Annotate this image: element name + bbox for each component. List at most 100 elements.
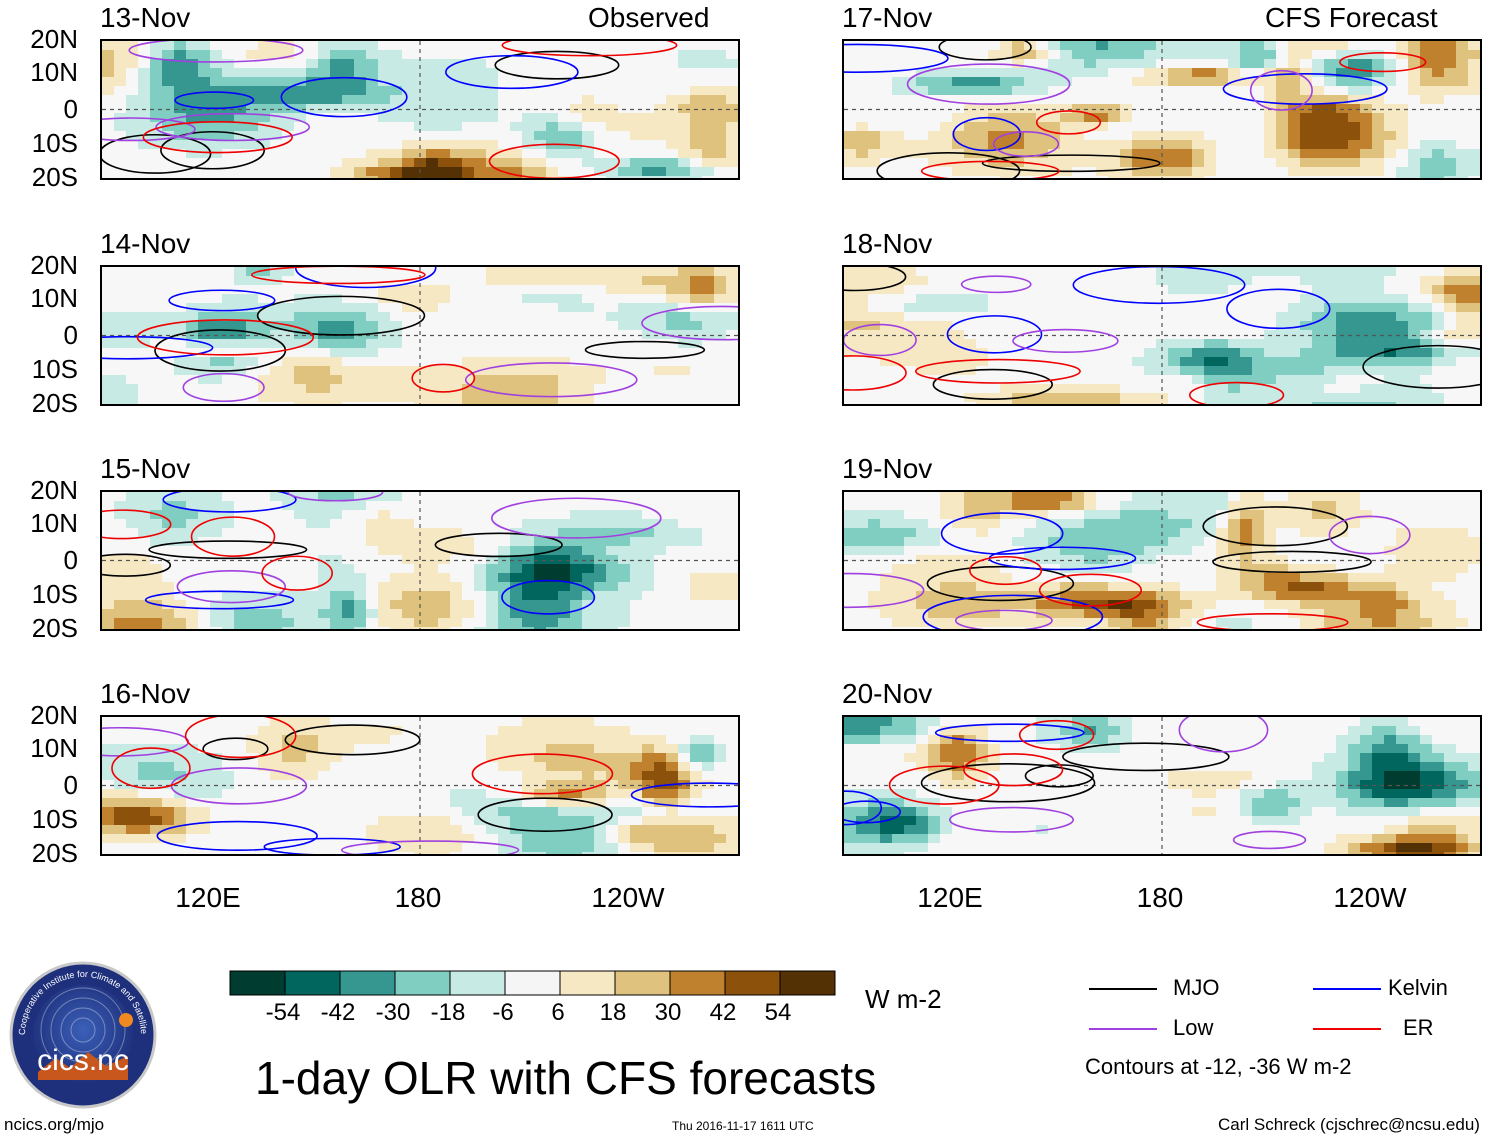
lat-tick-label: 10S <box>31 804 78 834</box>
olr-cell <box>1132 393 1144 402</box>
olr-cell <box>868 816 880 825</box>
olr-cell <box>450 384 462 393</box>
olr-cell <box>582 393 594 402</box>
olr-cell <box>594 375 606 384</box>
olr-cell <box>1444 789 1456 798</box>
olr-cell <box>1144 176 1156 178</box>
olr-cell <box>904 86 916 95</box>
colorbar-swatch <box>559 970 616 996</box>
olr-cell <box>162 68 174 77</box>
olr-cell <box>450 140 462 149</box>
olr-cell <box>666 825 678 834</box>
olr-cell <box>1180 167 1192 176</box>
olr-cell <box>690 321 702 330</box>
olr-cell <box>594 618 606 627</box>
olr-cell <box>940 131 952 140</box>
olr-cell <box>294 591 306 600</box>
olr-cell <box>1036 122 1048 131</box>
olr-cell <box>258 86 270 95</box>
olr-cell <box>1360 366 1372 375</box>
olr-cell <box>1432 149 1444 158</box>
olr-cell <box>1156 492 1168 501</box>
olr-cell <box>1384 780 1396 789</box>
olr-cell <box>582 555 594 564</box>
olr-cell <box>1216 393 1228 402</box>
olr-cell <box>928 339 940 348</box>
colorbar-swatch <box>724 970 781 996</box>
olr-cell <box>1300 510 1312 519</box>
olr-cell <box>426 528 438 537</box>
olr-cell <box>1312 140 1324 149</box>
olr-cell <box>868 528 880 537</box>
olr-cell <box>726 158 738 167</box>
olr-cell <box>594 519 606 528</box>
olr-cell <box>138 77 150 86</box>
olr-cell <box>1096 735 1108 744</box>
olr-cell <box>976 68 988 77</box>
olr-cell <box>534 176 546 178</box>
olr-cell <box>558 357 570 366</box>
olr-cell <box>690 95 702 104</box>
olr-cell <box>892 276 904 285</box>
olr-cell <box>630 546 642 555</box>
olr-cell <box>1312 501 1324 510</box>
olr-cell <box>904 798 916 807</box>
lon-tick-label: 120E <box>175 882 241 913</box>
olr-cell <box>1192 348 1204 357</box>
olr-cell <box>916 753 928 762</box>
olr-cell <box>1036 735 1048 744</box>
olr-cell <box>1372 357 1384 366</box>
olr-cell <box>1060 591 1072 600</box>
olr-cell <box>1180 41 1192 50</box>
olr-cell <box>342 339 354 348</box>
olr-cell <box>138 510 150 519</box>
olr-cell <box>1360 348 1372 357</box>
olr-cell <box>1264 86 1276 95</box>
olr-cell <box>1396 312 1408 321</box>
olr-cell <box>1108 384 1120 393</box>
footer-site-link[interactable]: ncics.org/mjo <box>4 1115 105 1134</box>
olr-cell <box>522 276 534 285</box>
olr-cell <box>354 492 366 501</box>
olr-cell <box>486 375 498 384</box>
panel-date-label: 14-Nov <box>100 228 191 259</box>
olr-cell <box>522 357 534 366</box>
olr-cell <box>1408 798 1420 807</box>
olr-cell <box>606 852 618 854</box>
olr-cell <box>174 627 186 629</box>
olr-cell <box>1192 50 1204 59</box>
olr-cell <box>940 582 952 591</box>
olr-cell <box>1024 555 1036 564</box>
olr-cell <box>210 312 222 321</box>
olr-cell <box>916 348 928 357</box>
olr-cell <box>438 816 450 825</box>
olr-cell <box>702 582 714 591</box>
olr-cell <box>642 113 654 122</box>
olr-cell <box>378 50 390 59</box>
olr-cell <box>1372 618 1384 627</box>
olr-cell <box>318 95 330 104</box>
olr-cell <box>366 384 378 393</box>
wave-contour <box>1178 717 1269 753</box>
olr-cell <box>558 618 570 627</box>
olr-cell <box>1300 104 1312 113</box>
olr-cell <box>342 618 354 627</box>
olr-cell <box>150 834 162 843</box>
olr-cell <box>1252 789 1264 798</box>
olr-cell <box>678 104 690 113</box>
olr-cell <box>570 573 582 582</box>
olr-cell <box>1216 537 1228 546</box>
olr-cell <box>1348 59 1360 68</box>
olr-cell <box>1336 158 1348 167</box>
olr-cell <box>868 600 880 609</box>
olr-cell <box>1024 528 1036 537</box>
olr-cell <box>1396 366 1408 375</box>
olr-cell <box>1408 50 1420 59</box>
olr-cell <box>1312 519 1324 528</box>
olr-cell <box>114 564 126 573</box>
olr-cell <box>1168 627 1180 629</box>
olr-cell <box>570 546 582 555</box>
olr-cell <box>892 789 904 798</box>
olr-cell <box>1276 573 1288 582</box>
olr-cell <box>964 294 976 303</box>
